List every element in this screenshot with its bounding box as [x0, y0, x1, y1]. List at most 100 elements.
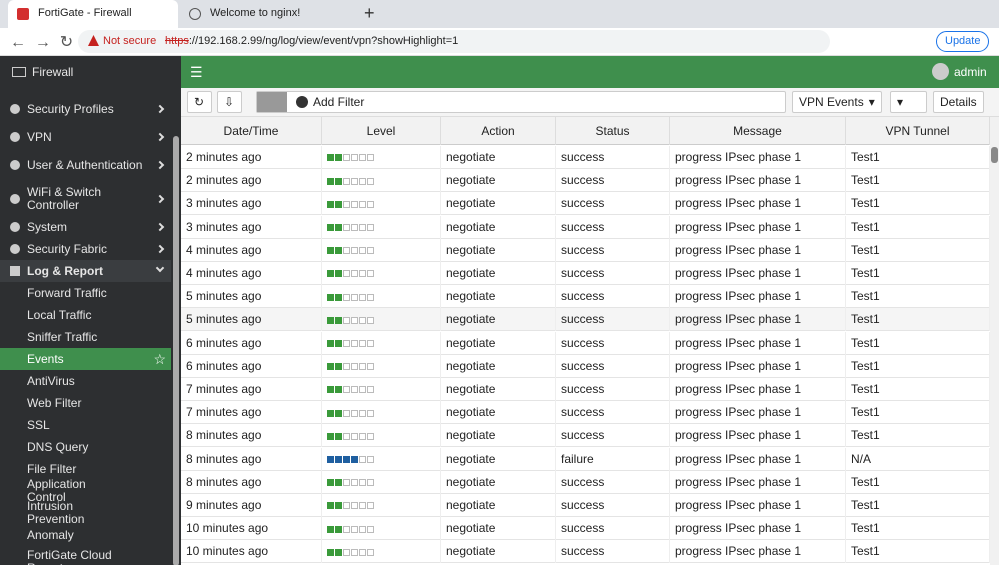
action-cell: negotiate [441, 169, 556, 193]
level-square [327, 270, 334, 278]
column-header[interactable]: VPN Tunnel [846, 117, 990, 145]
level-square [367, 177, 374, 185]
table-row[interactable] [181, 169, 990, 193]
submenu-item[interactable]: Sniffer Traffic [0, 326, 171, 348]
add-filter[interactable]: Add Filter [313, 95, 365, 109]
new-tab[interactable]: + [364, 3, 375, 23]
not-secure: Not secure [103, 35, 157, 47]
table-row[interactable] [181, 262, 990, 285]
submenu-item[interactable]: File Filter [0, 458, 171, 480]
table-row[interactable] [181, 471, 990, 494]
submenu-item[interactable]: DNS Query [0, 436, 171, 458]
level-square [327, 363, 334, 371]
column-header[interactable]: Status [556, 117, 670, 145]
column-header[interactable]: Level [322, 117, 441, 145]
menu-item[interactable]: Security Profiles [0, 92, 171, 126]
details-button[interactable]: Details [933, 91, 984, 113]
menu-icon[interactable]: ☰ [190, 64, 203, 80]
menu-item[interactable]: System [0, 216, 171, 238]
table-row[interactable] [181, 239, 990, 262]
level-square [343, 270, 350, 278]
table-row[interactable] [181, 332, 990, 355]
table-cell [322, 424, 441, 448]
submenu-item[interactable]: SSL [0, 414, 171, 436]
nav-buttons[interactable]: ← → ↻ [10, 34, 74, 51]
user[interactable]: admin [954, 65, 987, 79]
level-square [359, 247, 366, 255]
menu-item[interactable]: VPN [0, 126, 171, 148]
level-square [351, 548, 358, 556]
submenu-label: Forward Traffic [27, 285, 107, 300]
status-cell: success [556, 424, 670, 448]
level-square [359, 316, 366, 324]
submenu-item[interactable]: Web Filter [0, 392, 171, 414]
update-button[interactable]: Update [936, 31, 990, 52]
level-square [335, 455, 342, 463]
level-square [351, 223, 358, 231]
table-row[interactable] [181, 540, 990, 564]
level-square [335, 525, 342, 533]
submenu-item[interactable]: Local Traffic [0, 304, 171, 326]
date-cell: 7 minutes ago [181, 401, 322, 425]
menu-item[interactable]: User & Authentication [0, 148, 171, 182]
level-square [327, 409, 334, 417]
level-square [351, 247, 358, 255]
level-square [359, 502, 366, 510]
level-square [351, 479, 358, 487]
tab[interactable]: FortiGate - Firewall [8, 0, 178, 28]
table-row[interactable] [181, 192, 990, 216]
table-row[interactable] [181, 448, 990, 471]
chevron [155, 244, 165, 254]
submenu-label: Anomaly [27, 527, 74, 542]
level-square [351, 316, 358, 324]
level-square [327, 177, 334, 185]
vpn-events-dropdown[interactable]: VPN Events ▾ [792, 91, 882, 113]
table-row[interactable] [181, 378, 990, 401]
table-row[interactable] [181, 494, 990, 517]
submenu-item[interactable]: AntiVirus [0, 370, 171, 392]
submenu-item[interactable]: Intrusion Prevention [0, 499, 171, 526]
tab[interactable]: Welcome to nginx! [180, 0, 350, 28]
level-indicator [327, 363, 374, 371]
level-square [327, 502, 334, 510]
menu-label: System [27, 219, 68, 234]
submenu-item[interactable]: Events ☆ [0, 348, 171, 370]
device-name[interactable]: Firewall [0, 62, 171, 82]
column-header[interactable]: Date/Time [181, 117, 322, 145]
column-header[interactable]: Message [670, 117, 846, 145]
submenu-item[interactable]: Anomaly [0, 524, 171, 546]
level-square [359, 409, 366, 417]
table-row[interactable] [181, 424, 990, 448]
filter-box[interactable]: Add Filter [256, 91, 786, 113]
menu-item[interactable]: Security Fabric [0, 238, 171, 260]
level-square [351, 293, 358, 301]
table-row[interactable] [181, 216, 990, 239]
download-button[interactable]: ⇩ [217, 91, 242, 113]
level-indicator [327, 200, 374, 208]
table-row[interactable] [181, 355, 990, 378]
menu-item[interactable]: Log & Report [0, 260, 171, 282]
view-dropdown[interactable]: ▾ [890, 91, 927, 113]
message-cell: progress IPsec phase 1 [670, 401, 846, 425]
level-square [327, 548, 334, 556]
submenu-label: Intrusion Prevention [27, 499, 85, 526]
menu-icon [10, 266, 20, 276]
submenu-item[interactable]: FortiGate Cloud Reports [0, 546, 171, 565]
submenu-item[interactable]: Application Control [0, 478, 171, 504]
table-row[interactable] [181, 517, 990, 541]
table-cell [322, 447, 441, 471]
column-header[interactable]: Action [441, 117, 556, 145]
refresh-button[interactable]: ↻ [187, 91, 212, 113]
level-indicator [327, 247, 374, 255]
omnibox[interactable] [78, 30, 830, 53]
favorite-star[interactable]: ☆ [153, 350, 166, 367]
table-row[interactable] [181, 146, 990, 169]
level-square [327, 386, 334, 394]
table-row[interactable] [181, 401, 990, 425]
submenu-item[interactable]: Forward Traffic [0, 282, 171, 304]
table-row[interactable] [181, 308, 990, 332]
menu-item[interactable]: WiFi & Switch Controller [0, 182, 171, 216]
table-row[interactable] [181, 285, 990, 309]
level-square [367, 455, 374, 463]
avatar [932, 63, 949, 80]
